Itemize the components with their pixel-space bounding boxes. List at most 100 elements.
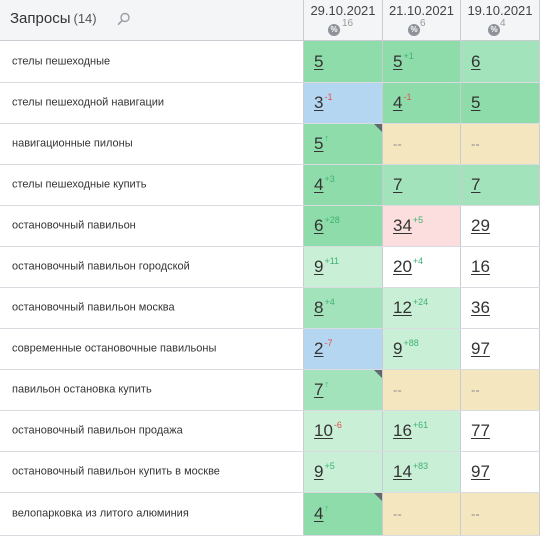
position-value[interactable]: 5 xyxy=(471,93,480,113)
position-value[interactable]: 3-1 xyxy=(314,92,332,113)
position-number: 6 xyxy=(471,51,481,71)
percent-icon: % xyxy=(328,24,340,36)
position-number: 9 xyxy=(314,257,324,276)
percent-value: 16 xyxy=(342,18,354,29)
position-value[interactable]: 16 xyxy=(471,257,490,277)
position-value[interactable]: 6+28 xyxy=(314,215,340,236)
position-value[interactable]: 10-6 xyxy=(314,420,342,441)
table-row: стелы пешеходные купить 4+3 7 7 xyxy=(0,165,540,206)
query-cell: стелы пешеходные xyxy=(0,41,304,82)
position-cell: 5 xyxy=(461,83,540,123)
position-value[interactable]: 4↑ xyxy=(314,503,329,524)
position-cell: -- xyxy=(461,124,540,164)
position-value[interactable]: 2-7 xyxy=(314,338,332,359)
date-column-header[interactable]: 29.10.2021% 16 xyxy=(304,0,383,41)
position-value[interactable]: 36 xyxy=(471,298,490,318)
position-value[interactable]: 8+4 xyxy=(314,297,335,318)
position-change: -1 xyxy=(403,92,412,102)
position-cell: 5+1 xyxy=(383,41,461,82)
search-icon[interactable] xyxy=(117,12,131,26)
position-cell: 10-6 xyxy=(304,411,383,451)
position-cell: 4↑ xyxy=(304,493,383,535)
position-number: 5 xyxy=(314,51,324,71)
position-number: 5 xyxy=(393,51,403,71)
position-change: +5 xyxy=(412,215,424,225)
position-cell: 9+5 xyxy=(304,452,383,492)
position-cell: 9+11 xyxy=(304,247,383,287)
position-value[interactable]: 7 xyxy=(393,175,402,195)
position-cell: 8+4 xyxy=(304,288,383,328)
position-value[interactable]: 4+3 xyxy=(314,174,335,195)
position-value[interactable]: 14+83 xyxy=(393,461,428,482)
query-cell: остановочный павильон москва xyxy=(0,288,304,328)
query-text: стелы пешеходной навигации xyxy=(12,96,165,109)
position-value[interactable]: 5↑ xyxy=(314,133,329,154)
position-number: 7 xyxy=(471,175,481,194)
position-number: 5 xyxy=(471,93,481,112)
query-cell: остановочный павильон купить в москве xyxy=(0,452,304,492)
position-cell: 77 xyxy=(461,411,540,451)
position-number: 20 xyxy=(393,257,412,276)
position-value[interactable]: 29 xyxy=(471,216,490,236)
position-number: 36 xyxy=(471,298,490,317)
position-value[interactable]: 5+1 xyxy=(393,51,414,72)
query-cell: остановочный павильон xyxy=(0,206,304,246)
position-value[interactable]: 6 xyxy=(471,52,480,72)
percent-icon: % xyxy=(408,24,420,36)
position-value[interactable]: 20+4 xyxy=(393,256,424,277)
table-row: велопарковка из литого алюминия 4↑ -- -- xyxy=(0,493,540,536)
position-value[interactable]: 16+61 xyxy=(393,420,429,441)
query-text: велопарковка из литого алюминия xyxy=(12,507,189,520)
position-number: 4 xyxy=(314,175,324,194)
date-column-header[interactable]: 19.10.2021% 4 xyxy=(461,0,540,41)
position-cell: 12+24 xyxy=(383,288,461,328)
position-value[interactable]: 9+11 xyxy=(314,256,339,277)
position-value[interactable]: 97 xyxy=(471,462,490,482)
position-change: +4 xyxy=(324,297,335,307)
position-cell: -- xyxy=(461,493,540,535)
position-number: -- xyxy=(393,506,402,522)
position-value[interactable]: 34+5 xyxy=(393,215,424,236)
position-number: 4 xyxy=(314,504,324,523)
position-value[interactable]: 7↑ xyxy=(314,379,329,400)
column-date: 29.10.2021 xyxy=(310,3,376,18)
position-cell: 20+4 xyxy=(383,247,461,287)
position-cell: 3-1 xyxy=(304,83,383,123)
percent-icon: % xyxy=(488,24,500,36)
query-text: современные остановочные павильоны xyxy=(12,342,217,355)
position-number: 8 xyxy=(314,298,324,317)
position-cell: 5↑ xyxy=(304,124,383,164)
position-cell: 97 xyxy=(461,452,540,492)
position-change: +4 xyxy=(412,256,424,266)
position-value[interactable]: 12+24 xyxy=(393,297,428,318)
position-cell: 16 xyxy=(461,247,540,287)
position-value[interactable]: 97 xyxy=(471,339,490,359)
position-cell: 34+5 xyxy=(383,206,461,246)
position-number: 16 xyxy=(471,257,490,276)
position-value[interactable]: 77 xyxy=(471,421,490,441)
query-text: павильон остановка купить xyxy=(12,383,152,396)
position-value[interactable]: 9+88 xyxy=(393,338,419,359)
date-column-header[interactable]: 21.10.2021% 6 xyxy=(383,0,461,41)
query-cell: стелы пешеходные купить xyxy=(0,165,304,205)
table-row: навигационные пилоны 5↑ -- -- xyxy=(0,124,540,165)
position-value[interactable]: 5 xyxy=(314,52,323,72)
queries-column-header: Запросы (14) xyxy=(0,0,304,41)
position-value[interactable]: 7 xyxy=(471,175,480,195)
query-cell: павильон остановка купить xyxy=(0,370,304,410)
position-value: -- xyxy=(471,383,480,398)
position-change: ↑ xyxy=(324,503,329,513)
table-row: остановочный павильон 6+28 34+5 29 xyxy=(0,206,540,247)
position-value[interactable]: 9+5 xyxy=(314,461,335,482)
query-text: остановочный павильон купить в москве xyxy=(12,465,220,478)
position-cell: -- xyxy=(461,370,540,410)
column-date: 21.10.2021 xyxy=(388,3,455,18)
position-cell: 6+28 xyxy=(304,206,383,246)
position-number: 97 xyxy=(471,339,490,358)
position-value: -- xyxy=(471,137,480,152)
corner-marker-icon xyxy=(374,370,382,378)
position-value[interactable]: 4-1 xyxy=(393,92,412,113)
position-number: -- xyxy=(471,506,480,522)
position-change: +61 xyxy=(412,420,429,430)
percent-value: 6 xyxy=(420,18,426,29)
